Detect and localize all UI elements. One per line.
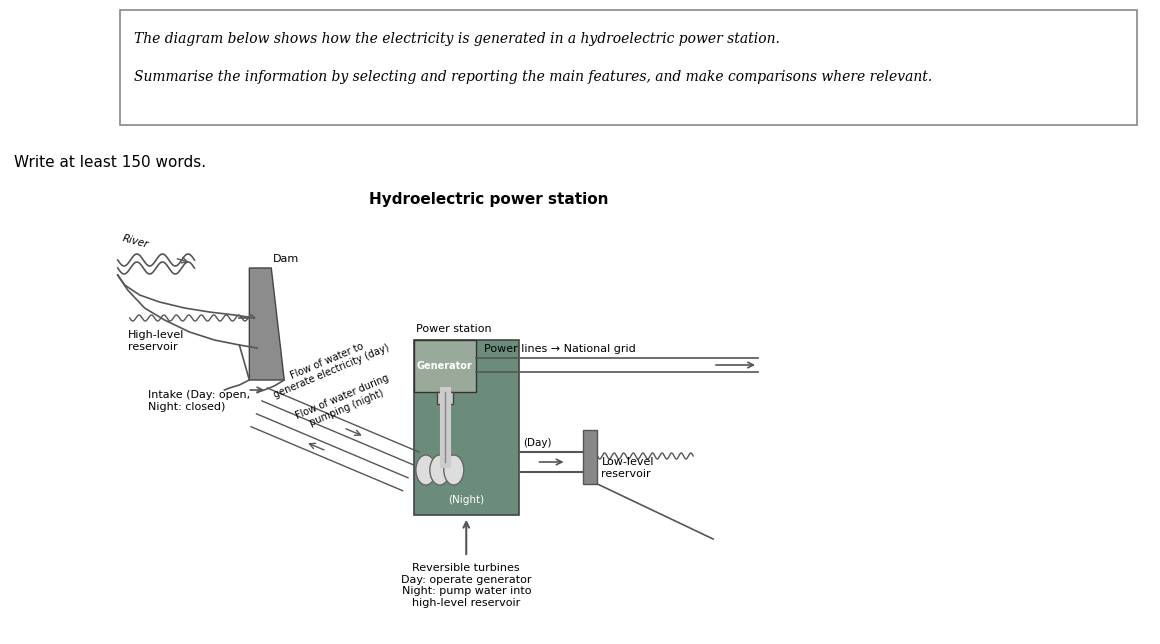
FancyBboxPatch shape xyxy=(414,340,519,515)
Text: Summarise the information by selecting and reporting the main features, and make: Summarise the information by selecting a… xyxy=(133,70,931,84)
Text: River: River xyxy=(122,233,151,250)
Text: Power station: Power station xyxy=(416,324,492,334)
Ellipse shape xyxy=(416,455,436,485)
Text: Dam: Dam xyxy=(274,254,299,264)
FancyBboxPatch shape xyxy=(119,10,1137,125)
Text: Reversible turbines
Day: operate generator
Night: pump water into
high-level res: Reversible turbines Day: operate generat… xyxy=(401,563,531,608)
Polygon shape xyxy=(583,430,597,484)
Text: Flow of water to
generate electricity (day): Flow of water to generate electricity (d… xyxy=(268,332,391,400)
Text: (Day): (Day) xyxy=(523,438,552,448)
Text: Flow of water during
pumping (night): Flow of water during pumping (night) xyxy=(293,373,394,432)
Text: High-level
reservoir: High-level reservoir xyxy=(128,330,184,352)
Ellipse shape xyxy=(430,455,450,485)
Text: Power lines → National grid: Power lines → National grid xyxy=(484,344,636,354)
Text: (Night): (Night) xyxy=(448,495,485,505)
FancyBboxPatch shape xyxy=(437,392,452,404)
Ellipse shape xyxy=(444,455,464,485)
Text: Write at least 150 words.: Write at least 150 words. xyxy=(14,155,206,170)
Text: Intake (Day: open,
Night: closed): Intake (Day: open, Night: closed) xyxy=(147,390,249,412)
Text: Low-level
reservoir: Low-level reservoir xyxy=(601,457,654,478)
Text: Hydroelectric power station: Hydroelectric power station xyxy=(369,192,609,207)
Polygon shape xyxy=(249,268,284,380)
Text: Generator: Generator xyxy=(416,361,472,371)
Text: The diagram below shows how the electricity is generated in a hydroelectric powe: The diagram below shows how the electric… xyxy=(133,32,780,46)
FancyBboxPatch shape xyxy=(414,340,476,392)
